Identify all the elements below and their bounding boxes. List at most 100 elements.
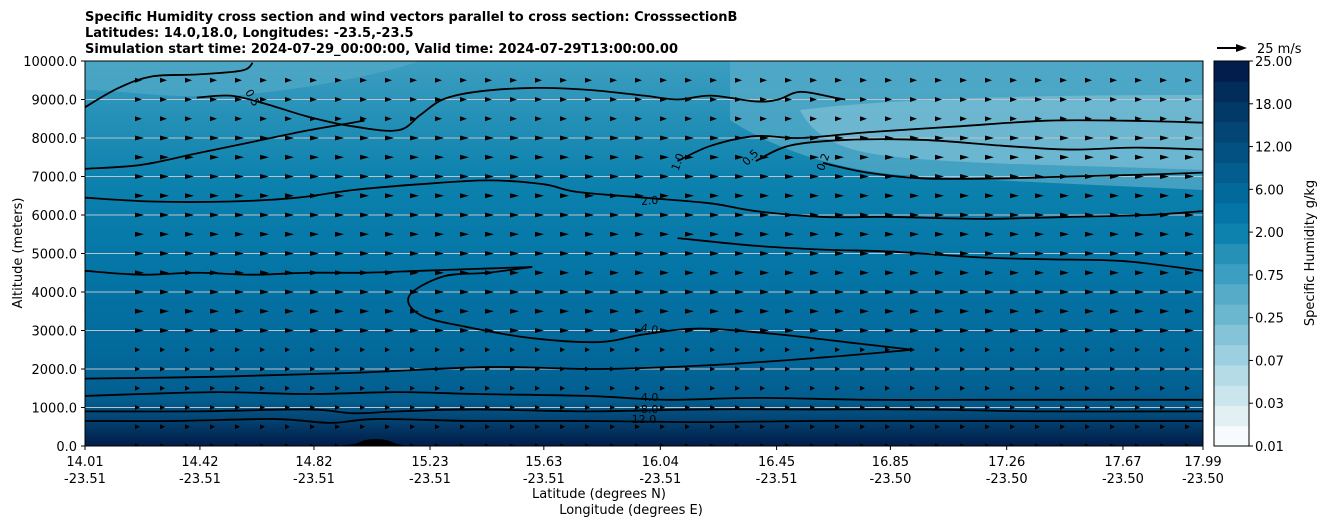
wind-vector <box>1035 405 1040 410</box>
wind-vector <box>1035 97 1042 102</box>
x-tick-label-lon: -23.50 <box>986 472 1028 487</box>
wind-vector <box>760 289 769 295</box>
wind-vector <box>435 154 444 160</box>
wind-vector <box>710 135 719 141</box>
wind-vector <box>1060 77 1067 83</box>
wind-vector <box>760 366 765 372</box>
wind-vector <box>935 116 942 122</box>
wind-vector <box>235 193 244 199</box>
wind-vector <box>560 212 569 218</box>
wind-vector <box>410 405 415 410</box>
wind-vector <box>410 231 419 237</box>
wind-vector <box>335 405 340 410</box>
colorbar-segment <box>1214 405 1249 427</box>
wind-vector <box>1110 347 1115 353</box>
wind-vector <box>335 308 344 314</box>
wind-vector <box>810 443 815 446</box>
wind-vector <box>360 308 369 314</box>
wind-vector <box>1010 231 1019 237</box>
wind-vector <box>835 308 844 314</box>
wind-vector <box>610 270 619 276</box>
wind-vector <box>1160 77 1167 83</box>
wind-vector <box>335 328 344 333</box>
wind-vector <box>160 154 169 160</box>
wind-vector <box>135 405 140 410</box>
wind-vector <box>360 212 369 218</box>
wind-vector <box>1010 193 1019 199</box>
wind-vector <box>260 97 267 102</box>
wind-vector <box>910 308 919 314</box>
colorbar-tick-label: 6.00 <box>1255 183 1284 198</box>
wind-vector <box>160 405 165 410</box>
x-axis-label-latitude: Latitude (degrees N) <box>532 487 666 502</box>
wind-vector <box>410 97 417 102</box>
wind-vector <box>760 174 769 179</box>
wind-vector <box>1185 77 1192 83</box>
wind-vector <box>1035 289 1044 295</box>
x-tick-label-lon: -23.50 <box>1102 472 1144 487</box>
wind-vector <box>985 231 994 237</box>
wind-vector <box>635 231 644 237</box>
wind-vector <box>1085 308 1094 314</box>
wind-vector <box>1160 174 1169 179</box>
wind-vector <box>1060 328 1069 333</box>
y-tick-label: 8000.0 <box>32 132 78 147</box>
wind-vector <box>360 328 369 333</box>
wind-vector <box>235 97 242 102</box>
wind-vector <box>135 289 144 295</box>
wind-vector <box>1085 366 1090 372</box>
wind-vector <box>1135 347 1140 353</box>
wind-vector <box>935 135 944 141</box>
wind-vector <box>585 424 590 430</box>
wind-vector <box>310 308 319 314</box>
wind-vector <box>610 308 619 314</box>
wind-vector <box>860 97 867 102</box>
wind-vector <box>135 231 144 237</box>
wind-vector <box>585 212 594 218</box>
wind-vector <box>310 135 319 141</box>
wind-vector <box>1110 97 1117 102</box>
wind-vector <box>1110 135 1119 141</box>
wind-vector <box>210 116 217 122</box>
wind-vector <box>910 97 917 102</box>
wind-vector <box>835 270 844 276</box>
wind-vector <box>610 97 617 102</box>
wind-vector <box>310 231 319 237</box>
wind-vector <box>735 270 744 276</box>
wind-vector <box>260 366 265 372</box>
wind-vector <box>410 385 415 391</box>
wind-vector <box>710 212 719 218</box>
wind-vector <box>960 135 969 141</box>
wind-vector <box>635 135 644 141</box>
wind-vector <box>860 443 865 446</box>
wind-vector <box>1135 289 1144 295</box>
wind-vector <box>635 443 640 446</box>
wind-vector <box>1010 77 1017 83</box>
wind-vector <box>910 77 917 83</box>
x-tick-label-lat: 15.23 <box>411 455 448 470</box>
wind-vector <box>210 212 219 218</box>
wind-vector <box>710 97 717 102</box>
wind-vector <box>160 385 165 391</box>
wind-vector <box>160 212 169 218</box>
x-tick-label-lat: 16.45 <box>758 455 795 470</box>
wind-vector <box>1085 154 1094 160</box>
wind-vector <box>810 193 819 199</box>
wind-vector <box>685 270 694 276</box>
wind-vector <box>185 366 190 372</box>
x-tick-label-lon: -23.51 <box>756 472 798 487</box>
wind-vector <box>1060 135 1069 141</box>
x-tick-label-lat: 16.85 <box>872 455 909 470</box>
wind-vector <box>810 231 819 237</box>
wind-vector <box>885 116 892 122</box>
colorbar-segment <box>1214 304 1249 325</box>
wind-vector <box>960 289 969 295</box>
wind-vector <box>610 135 619 141</box>
wind-vector <box>610 174 619 179</box>
wind-vector <box>135 443 140 446</box>
wind-vector <box>585 443 590 446</box>
wind-vector <box>810 154 819 160</box>
wind-vector <box>535 116 542 122</box>
wind-vector <box>960 366 965 372</box>
wind-vector <box>385 328 394 333</box>
